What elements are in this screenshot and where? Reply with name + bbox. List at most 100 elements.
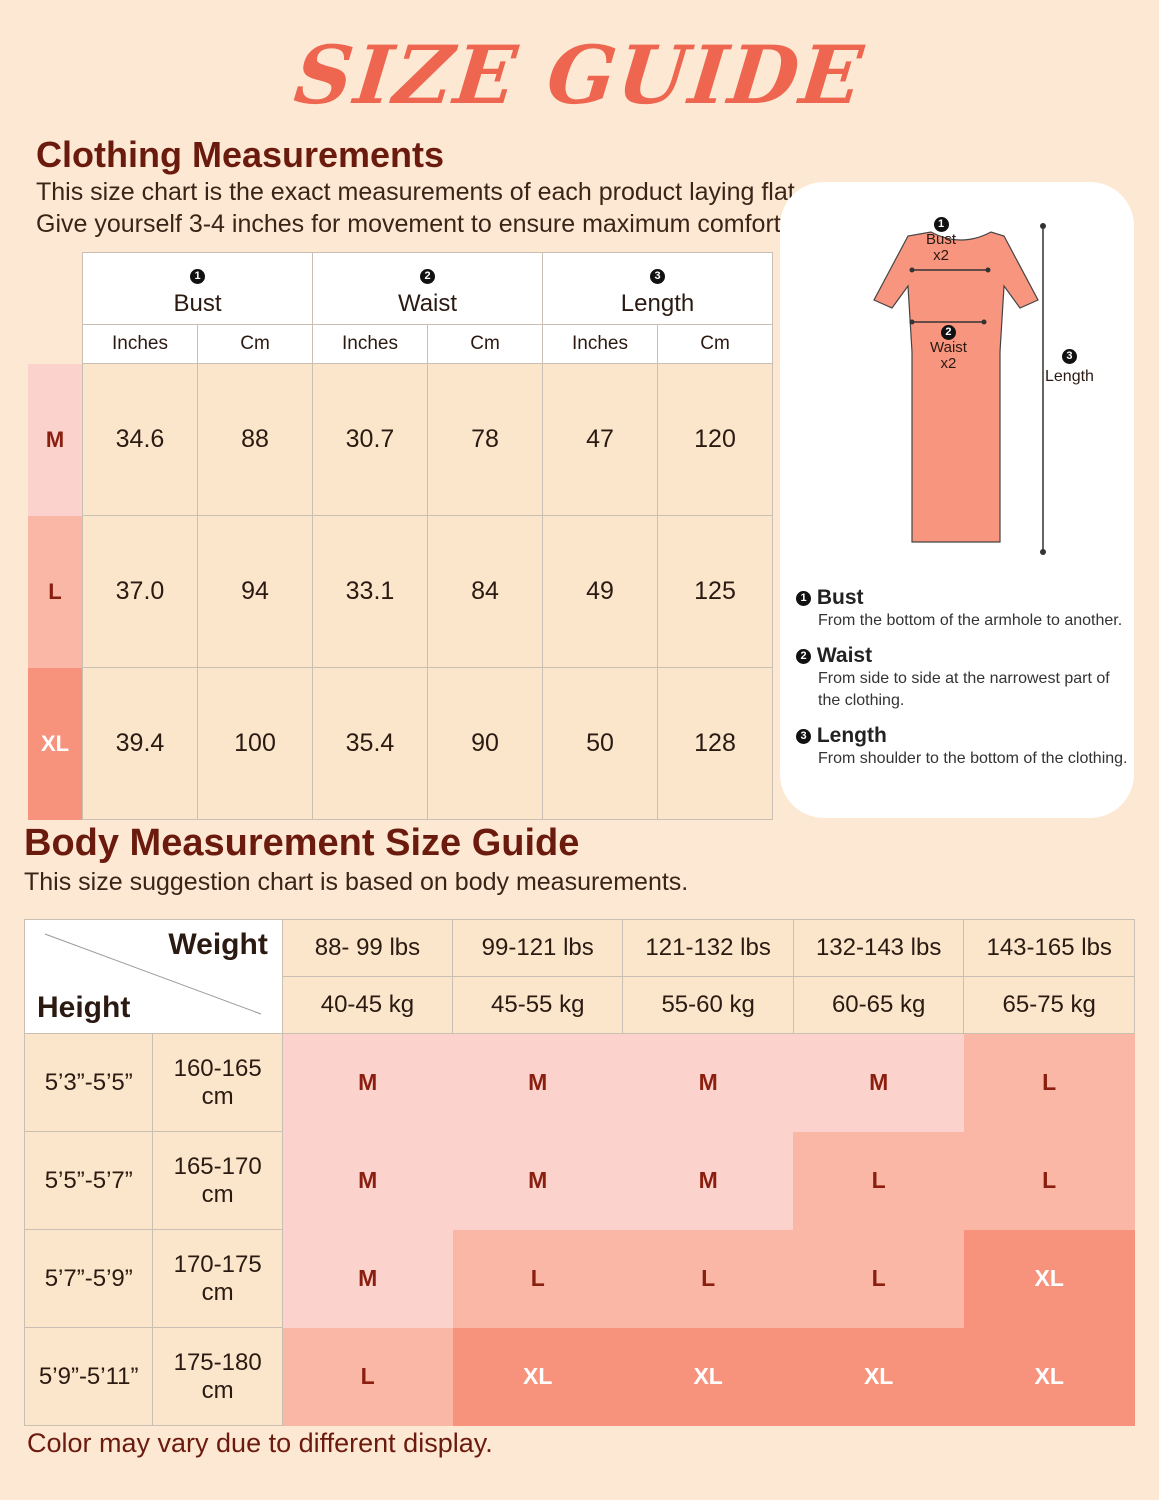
table-cell: 35.4 (312, 667, 428, 820)
height-cm-cell: 170-175 cm (152, 1229, 283, 1328)
size-cell: L (282, 1327, 453, 1426)
measurement-diagram-panel: 1 Bust x2 2 Waist x2 3 Length 1 Bust Fro… (780, 182, 1134, 818)
bust-multiplier: x2 (933, 247, 949, 264)
clothing-heading: Clothing Measurements (36, 134, 445, 175)
table-cell: 78 (427, 363, 543, 516)
table-cell: 90 (427, 667, 543, 820)
size-cell: L (622, 1229, 794, 1328)
height-ft-cell: 5’3”-5’5” (23, 1033, 154, 1132)
size-cell: M (452, 1033, 623, 1132)
size-cell: L (963, 1131, 1135, 1230)
number-2-icon: 2 (796, 648, 811, 664)
table-cell: 50 (542, 667, 658, 820)
length-column-header: 3 Length (542, 252, 773, 325)
size-cell: M (282, 1131, 453, 1230)
waist-diagram-label: 2 Waist x2 (930, 324, 967, 372)
number-2-icon: 2 (940, 324, 956, 340)
table-cell: 84 (427, 515, 543, 668)
height-cm-cell: 160-165 cm (152, 1033, 283, 1132)
table-cell: 49 (542, 515, 658, 668)
table-cell: 47 (542, 363, 658, 516)
size-cell: M (622, 1131, 794, 1230)
size-cell: XL (963, 1229, 1135, 1328)
size-cell: M (282, 1033, 453, 1132)
size-cell: XL (452, 1327, 623, 1426)
definition-title: Bust (816, 586, 864, 609)
size-cell: XL (963, 1327, 1135, 1426)
length-diagram-label: 3 Length (1045, 347, 1094, 387)
table-cell: 100 (197, 667, 313, 820)
bust-header-label: Bust (173, 290, 222, 317)
body-heading: Body Measurement Size Guide (24, 822, 580, 864)
weight-lbs-header: 132-143 lbs (792, 919, 965, 977)
page-title: SIZE GUIDE (290, 28, 869, 122)
bust-column-header: 1 Bust (82, 252, 313, 325)
table-row: 5’5”-5’7” 165-170 cm M M M L L (23, 1131, 1135, 1230)
bust-label: Bust (926, 231, 957, 248)
length-label: Length (1045, 368, 1094, 385)
bust-diagram-label: 1 Bust x2 (926, 216, 956, 264)
definition-text: From the bottom of the armhole to anothe… (818, 612, 1123, 629)
table-cell: 30.7 (312, 363, 428, 516)
definition-text: From shoulder to the bottom of the cloth… (818, 750, 1128, 767)
definition-title: Length (816, 724, 887, 747)
weight-lbs-header: 121-132 lbs (622, 919, 794, 977)
size-cell: L (452, 1229, 623, 1328)
height-ft-cell: 5’5”-5’7” (23, 1131, 154, 1230)
definition-item-bust: 1 Bust From the bottom of the armhole to… (796, 586, 1130, 632)
weight-lbs-header: 99-121 lbs (452, 919, 624, 977)
table-row: M 34.6 88 30.7 78 47 120 (28, 363, 773, 516)
table-cell: 33.1 (312, 515, 428, 668)
body-size-table: Weight Height 88- 99 lbs 99-121 lbs 121-… (23, 919, 1135, 1426)
waist-label: Waist (930, 339, 967, 356)
height-cm-cell: 175-180 cm (152, 1327, 283, 1426)
definition-title: Waist (816, 644, 873, 667)
clothing-desc-2: Give yourself 3-4 inches for movement to… (36, 210, 788, 238)
weight-kg-header: 55-60 kg (622, 976, 794, 1034)
size-cell: XL (622, 1327, 794, 1426)
dress-icon (873, 231, 1039, 543)
definition-item-waist: 2 Waist From side to side at the narrowe… (796, 644, 1130, 712)
size-cell: M (452, 1131, 623, 1230)
unit-header: Inches (542, 324, 658, 364)
weight-kg-header: 65-75 kg (963, 976, 1135, 1034)
number-3-icon: 3 (796, 728, 811, 744)
height-label: Height (37, 991, 131, 1024)
body-desc: This size suggestion chart is based on b… (24, 868, 689, 896)
length-header-label: Length (620, 290, 695, 317)
table-cell: 39.4 (82, 667, 198, 820)
number-3-icon: 3 (1061, 349, 1077, 365)
waist-multiplier: x2 (940, 355, 957, 372)
number-1-icon: 1 (190, 269, 205, 285)
size-label: XL (28, 667, 83, 820)
number-3-icon: 3 (650, 269, 665, 285)
definition-list: 1 Bust From the bottom of the armhole to… (796, 586, 1130, 770)
header-corner-cell: Weight Height (24, 919, 283, 1034)
size-cell: M (622, 1033, 794, 1132)
clothing-desc-1: This size chart is the exact measurement… (36, 178, 802, 206)
unit-header: Inches (82, 324, 198, 364)
definition-item-length: 3 Length From shoulder to the bottom of … (796, 724, 1130, 770)
weight-kg-header: 40-45 kg (281, 976, 454, 1034)
table-row: 5’9”-5’11” 175-180 cm L XL XL XL XL (23, 1327, 1135, 1426)
size-cell: L (793, 1131, 964, 1230)
unit-header: Cm (657, 324, 773, 364)
size-cell: M (793, 1033, 964, 1132)
table-cell: 34.6 (82, 363, 198, 516)
definition-text: From side to side at the narrowest part … (818, 670, 1110, 709)
size-label: M (28, 363, 83, 516)
table-cell: 125 (657, 515, 773, 668)
size-cell: M (282, 1229, 453, 1328)
dress-diagram (873, 223, 1046, 555)
height-cm-cell: 165-170 cm (152, 1131, 283, 1230)
table-cell: 88 (197, 363, 313, 516)
unit-header: Inches (312, 324, 428, 364)
waist-column-header: 2 Waist (312, 252, 543, 325)
footer-note: Color may vary due to different display. (27, 1428, 493, 1458)
table-row: XL 39.4 100 35.4 90 50 128 (28, 667, 773, 820)
weight-label: Weight (168, 928, 268, 961)
table-row: 5’3”-5’5” 160-165 cm M M M M L (23, 1033, 1135, 1132)
unit-header: Cm (427, 324, 543, 364)
table-cell: 120 (657, 363, 773, 516)
height-ft-cell: 5’9”-5’11” (23, 1327, 154, 1426)
